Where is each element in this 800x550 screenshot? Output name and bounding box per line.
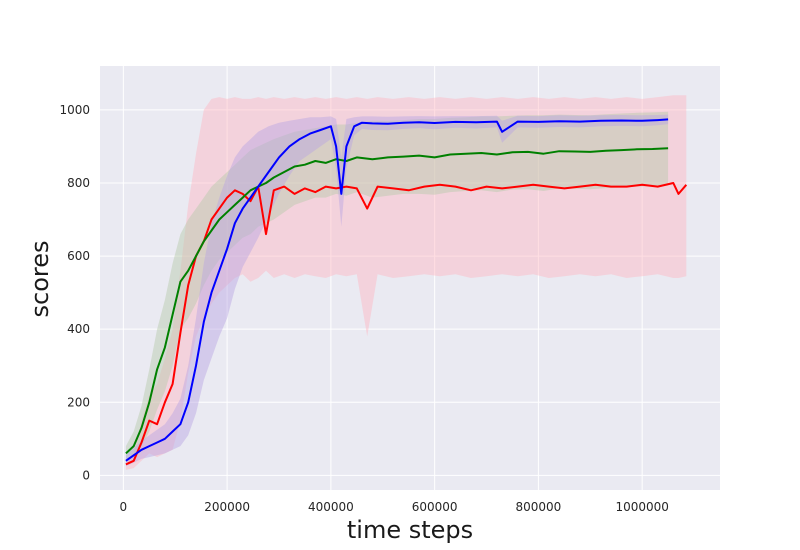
tick-labels: 0 200000 400000 600000 800000 1000000 0 200 400 6… (59, 103, 668, 514)
x-axis-title: time steps (347, 516, 473, 544)
x-tick-label: 400000 (308, 500, 354, 514)
series-2-line (125, 118, 669, 462)
x-tick-label: 1000000 (615, 500, 668, 514)
x-tick-label: 200000 (204, 500, 250, 514)
plot-background (100, 66, 720, 490)
y-axis-title: scores (26, 241, 54, 318)
y-tick-label: 400 (67, 322, 90, 336)
series-1-band (125, 111, 669, 461)
y-tick-label: 600 (67, 249, 90, 263)
x-tick-label: 0 (120, 500, 128, 514)
y-tick-label: 200 (67, 395, 90, 409)
y-tick-label: 0 (82, 468, 90, 482)
x-tick-label: 800000 (516, 500, 562, 514)
series-lines (125, 118, 688, 466)
y-tick-label: 1000 (59, 103, 90, 117)
x-tick-label: 600000 (412, 500, 458, 514)
series-1-line (125, 147, 669, 455)
series-0-line (125, 182, 688, 466)
y-tick-label: 800 (67, 176, 90, 190)
series-0-band (125, 95, 687, 470)
